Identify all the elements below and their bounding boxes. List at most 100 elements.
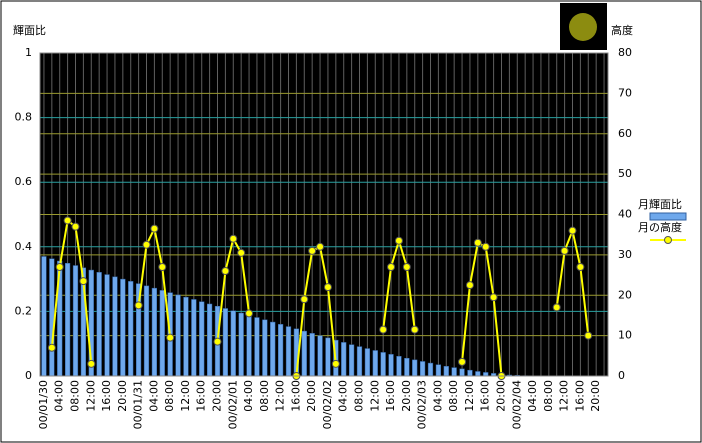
marker [150, 224, 159, 233]
marker [584, 331, 593, 340]
bar [483, 372, 489, 377]
legend-label: 月の高度 [638, 220, 682, 234]
y2-tick-label: 0 [618, 369, 625, 382]
marker [158, 262, 167, 271]
marker [71, 222, 80, 231]
bar [183, 296, 189, 377]
marker [387, 262, 396, 271]
x-tick-label: 08:00 [353, 380, 366, 412]
bar [120, 278, 126, 377]
marker [465, 281, 474, 290]
marker [245, 309, 254, 318]
marker [379, 325, 388, 334]
x-tick-label: 12:00 [179, 380, 192, 412]
marker [323, 283, 332, 292]
y2-tick-label: 60 [618, 127, 632, 140]
marker [410, 325, 419, 334]
bar [151, 287, 158, 377]
x-tick-label: 16:00 [289, 380, 302, 412]
y2-tick-label: 40 [618, 208, 632, 221]
marker [568, 226, 577, 235]
x-tick-label: 08:00 [447, 380, 460, 412]
marker [213, 337, 222, 346]
marker [402, 262, 411, 271]
marker [166, 333, 175, 342]
y-tick-label: 1 [25, 46, 32, 59]
marker [576, 262, 585, 271]
bar [49, 258, 55, 377]
marker [229, 234, 238, 243]
bar [254, 317, 260, 377]
bar [285, 326, 292, 377]
marker [63, 216, 72, 225]
x-tick-label: 04:00 [526, 380, 539, 412]
bar [427, 362, 434, 377]
bar [277, 324, 284, 377]
x-tick-label: 04:00 [337, 380, 350, 412]
bar [112, 276, 118, 377]
bar [159, 290, 165, 377]
x-tick-label: 20:00 [495, 380, 508, 412]
marker [87, 359, 96, 368]
x-tick-label: 00/01/30 [37, 380, 50, 429]
legend-label: 月輝面比 [638, 198, 682, 211]
bar [309, 333, 315, 377]
bar [230, 310, 236, 377]
x-tick-label: 16:00 [100, 380, 113, 412]
x-tick-label: 08:00 [258, 380, 271, 412]
marker [55, 262, 64, 271]
y2-tick-label: 20 [618, 288, 632, 301]
bar [206, 303, 213, 377]
x-tick-label: 12:00 [274, 380, 287, 412]
x-tick-label: 00/02/03 [416, 380, 429, 429]
y-tick-label: 0.2 [15, 304, 33, 317]
bar [348, 344, 355, 377]
marker [481, 242, 490, 251]
bar [467, 369, 473, 377]
bar [404, 357, 410, 377]
bar [222, 308, 229, 377]
y2-tick-label: 30 [618, 248, 632, 261]
moon-icon [569, 13, 597, 41]
bar [143, 285, 150, 377]
marker [47, 343, 56, 352]
y-axis-title: 輝面比 [13, 24, 46, 37]
legend-marker [664, 236, 672, 244]
y2-tick-label: 70 [618, 86, 632, 99]
x-tick-label: 00/02/01 [226, 380, 239, 429]
y-tick-label: 0.8 [15, 111, 33, 124]
y-tick-label: 0.4 [15, 240, 33, 253]
x-tick-label: 16:00 [384, 380, 397, 412]
marker [560, 246, 569, 255]
marker [237, 248, 246, 257]
bar [380, 352, 386, 377]
bar [96, 272, 102, 377]
bar [475, 371, 481, 377]
bar [128, 281, 134, 377]
bar [356, 346, 363, 377]
y2-tick-label: 10 [618, 329, 632, 342]
marker [458, 357, 467, 366]
bar [388, 354, 394, 377]
x-tick-label: 12:00 [463, 380, 476, 412]
x-tick-label: 20:00 [116, 380, 129, 412]
x-tick-label: 04:00 [53, 380, 66, 412]
y2-axis-title: 高度 [611, 23, 633, 37]
bar [301, 330, 307, 377]
bar [262, 319, 268, 377]
marker [552, 303, 561, 312]
bar [364, 348, 371, 377]
marker [308, 246, 317, 255]
bar [396, 356, 402, 377]
marker [473, 238, 482, 247]
marker [221, 267, 230, 276]
bar [372, 350, 378, 377]
marker [142, 240, 151, 249]
bar [412, 359, 418, 377]
marker [134, 301, 143, 310]
bar [238, 312, 244, 377]
bar [419, 361, 426, 377]
y2-tick-label: 80 [618, 46, 632, 59]
bar [199, 301, 205, 377]
x-tick-label: 04:00 [242, 380, 255, 412]
